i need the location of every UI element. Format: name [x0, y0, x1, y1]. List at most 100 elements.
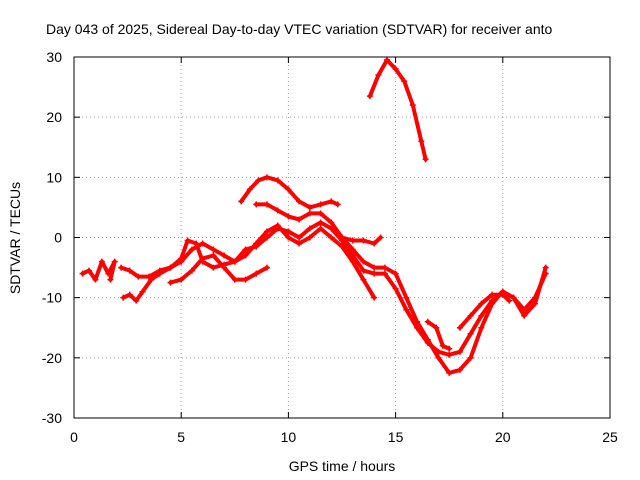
- data-point-marker: [371, 264, 378, 271]
- series-arc-10: [456, 291, 513, 331]
- data-point-marker: [328, 198, 335, 205]
- data-point-marker: [139, 288, 146, 295]
- data-point-marker: [79, 270, 86, 277]
- data-point-marker: [306, 225, 313, 232]
- data-point-marker: [375, 72, 382, 79]
- data-point-marker: [188, 246, 195, 253]
- data-point-marker: [242, 246, 249, 253]
- data-point-marker: [384, 57, 391, 64]
- data-point-marker: [120, 294, 127, 301]
- y-tick-label: 0: [54, 230, 62, 246]
- data-point-marker: [467, 312, 474, 319]
- data-point-marker: [210, 246, 217, 253]
- x-tick-label: 10: [281, 429, 297, 445]
- data-point-marker: [317, 210, 324, 217]
- data-point-marker: [306, 210, 313, 217]
- data-point-marker: [274, 207, 281, 214]
- data-point-marker: [210, 264, 217, 271]
- data-point-marker: [360, 237, 367, 244]
- data-point-marker: [199, 255, 206, 262]
- series-arc-4: [167, 252, 270, 286]
- data-point-marker: [253, 243, 260, 250]
- series-arc-5: [238, 174, 341, 211]
- data-point-marker: [424, 318, 431, 325]
- data-point-marker: [126, 291, 133, 298]
- data-point-marker: [439, 342, 446, 349]
- y-axis-label: SDTVAR / TECUs: [7, 182, 23, 294]
- data-point-marker: [433, 324, 440, 331]
- data-point-marker: [253, 270, 260, 277]
- data-point-marker: [133, 297, 140, 304]
- data-point-marker: [242, 252, 249, 259]
- data-point-marker: [456, 366, 463, 373]
- data-point-marker: [231, 258, 238, 265]
- data-point-marker: [478, 312, 485, 319]
- data-point-marker: [377, 234, 384, 241]
- data-point-marker: [446, 345, 453, 352]
- data-point-marker: [263, 201, 270, 208]
- series-line: [168, 253, 269, 285]
- data-point-marker: [371, 270, 378, 277]
- data-point-marker: [296, 198, 303, 205]
- data-point-marker: [238, 198, 245, 205]
- data-point-marker: [489, 291, 496, 298]
- data-point-marker: [446, 369, 453, 376]
- axis-ticks: 0 5 10 15 20 25 -30 -20 -10 0 10 20 30: [42, 49, 618, 445]
- data-point-marker: [403, 294, 410, 301]
- series-line: [254, 202, 548, 375]
- data-point-marker: [167, 264, 174, 271]
- series-arc-8: [366, 57, 429, 163]
- data-point-marker: [98, 258, 105, 265]
- data-point-marker: [403, 306, 410, 313]
- data-point-marker: [409, 102, 416, 109]
- data-point-marker: [184, 237, 191, 244]
- data-point-marker: [135, 273, 142, 280]
- data-point-marker: [105, 270, 112, 277]
- data-point-marker: [381, 264, 388, 271]
- data-point-marker: [478, 300, 485, 307]
- data-point-marker: [317, 225, 324, 232]
- data-point-marker: [242, 276, 249, 283]
- data-point-marker: [148, 276, 155, 283]
- data-point-marker: [510, 294, 517, 301]
- data-point-marker: [542, 264, 549, 271]
- data-point-marker: [263, 264, 270, 271]
- data-point-marker: [92, 276, 99, 283]
- series-arc-7: [339, 234, 384, 247]
- x-tick-label: 15: [388, 429, 404, 445]
- data-point-marker: [285, 186, 292, 193]
- data-point-marker: [193, 240, 200, 247]
- data-point-marker: [418, 138, 425, 145]
- data-point-marker: [360, 276, 367, 283]
- y-tick-label: -30: [42, 410, 62, 426]
- data-point-marker: [392, 285, 399, 292]
- data-point-marker: [263, 174, 270, 181]
- data-point-marker: [401, 78, 408, 85]
- data-point-marker: [263, 234, 270, 241]
- x-tick-label: 0: [70, 429, 78, 445]
- data-point-marker: [118, 264, 125, 271]
- data-point-marker: [328, 234, 335, 241]
- data-point-marker: [111, 258, 118, 265]
- data-point-marker: [285, 228, 292, 235]
- series-line: [367, 58, 428, 162]
- plot-frame: [73, 56, 611, 419]
- data-point-marker: [188, 267, 195, 274]
- data-point-marker: [263, 228, 270, 235]
- data-point-marker: [456, 348, 463, 355]
- data-point-marker: [274, 177, 281, 184]
- x-tick-label: 20: [495, 429, 511, 445]
- data-point-marker: [86, 267, 93, 274]
- data-point-marker: [435, 354, 442, 361]
- data-point-marker: [296, 216, 303, 223]
- data-point-marker: [360, 258, 367, 265]
- data-point-marker: [156, 270, 163, 277]
- series-line: [457, 292, 512, 330]
- y-tick-label: 10: [46, 169, 62, 185]
- data-point-marker: [422, 156, 429, 163]
- data-point-marker: [478, 324, 485, 331]
- series-arc-1: [79, 258, 118, 283]
- data-point-marker: [317, 219, 324, 226]
- x-tick-label: 25: [602, 429, 618, 445]
- data-point-marker: [285, 234, 292, 241]
